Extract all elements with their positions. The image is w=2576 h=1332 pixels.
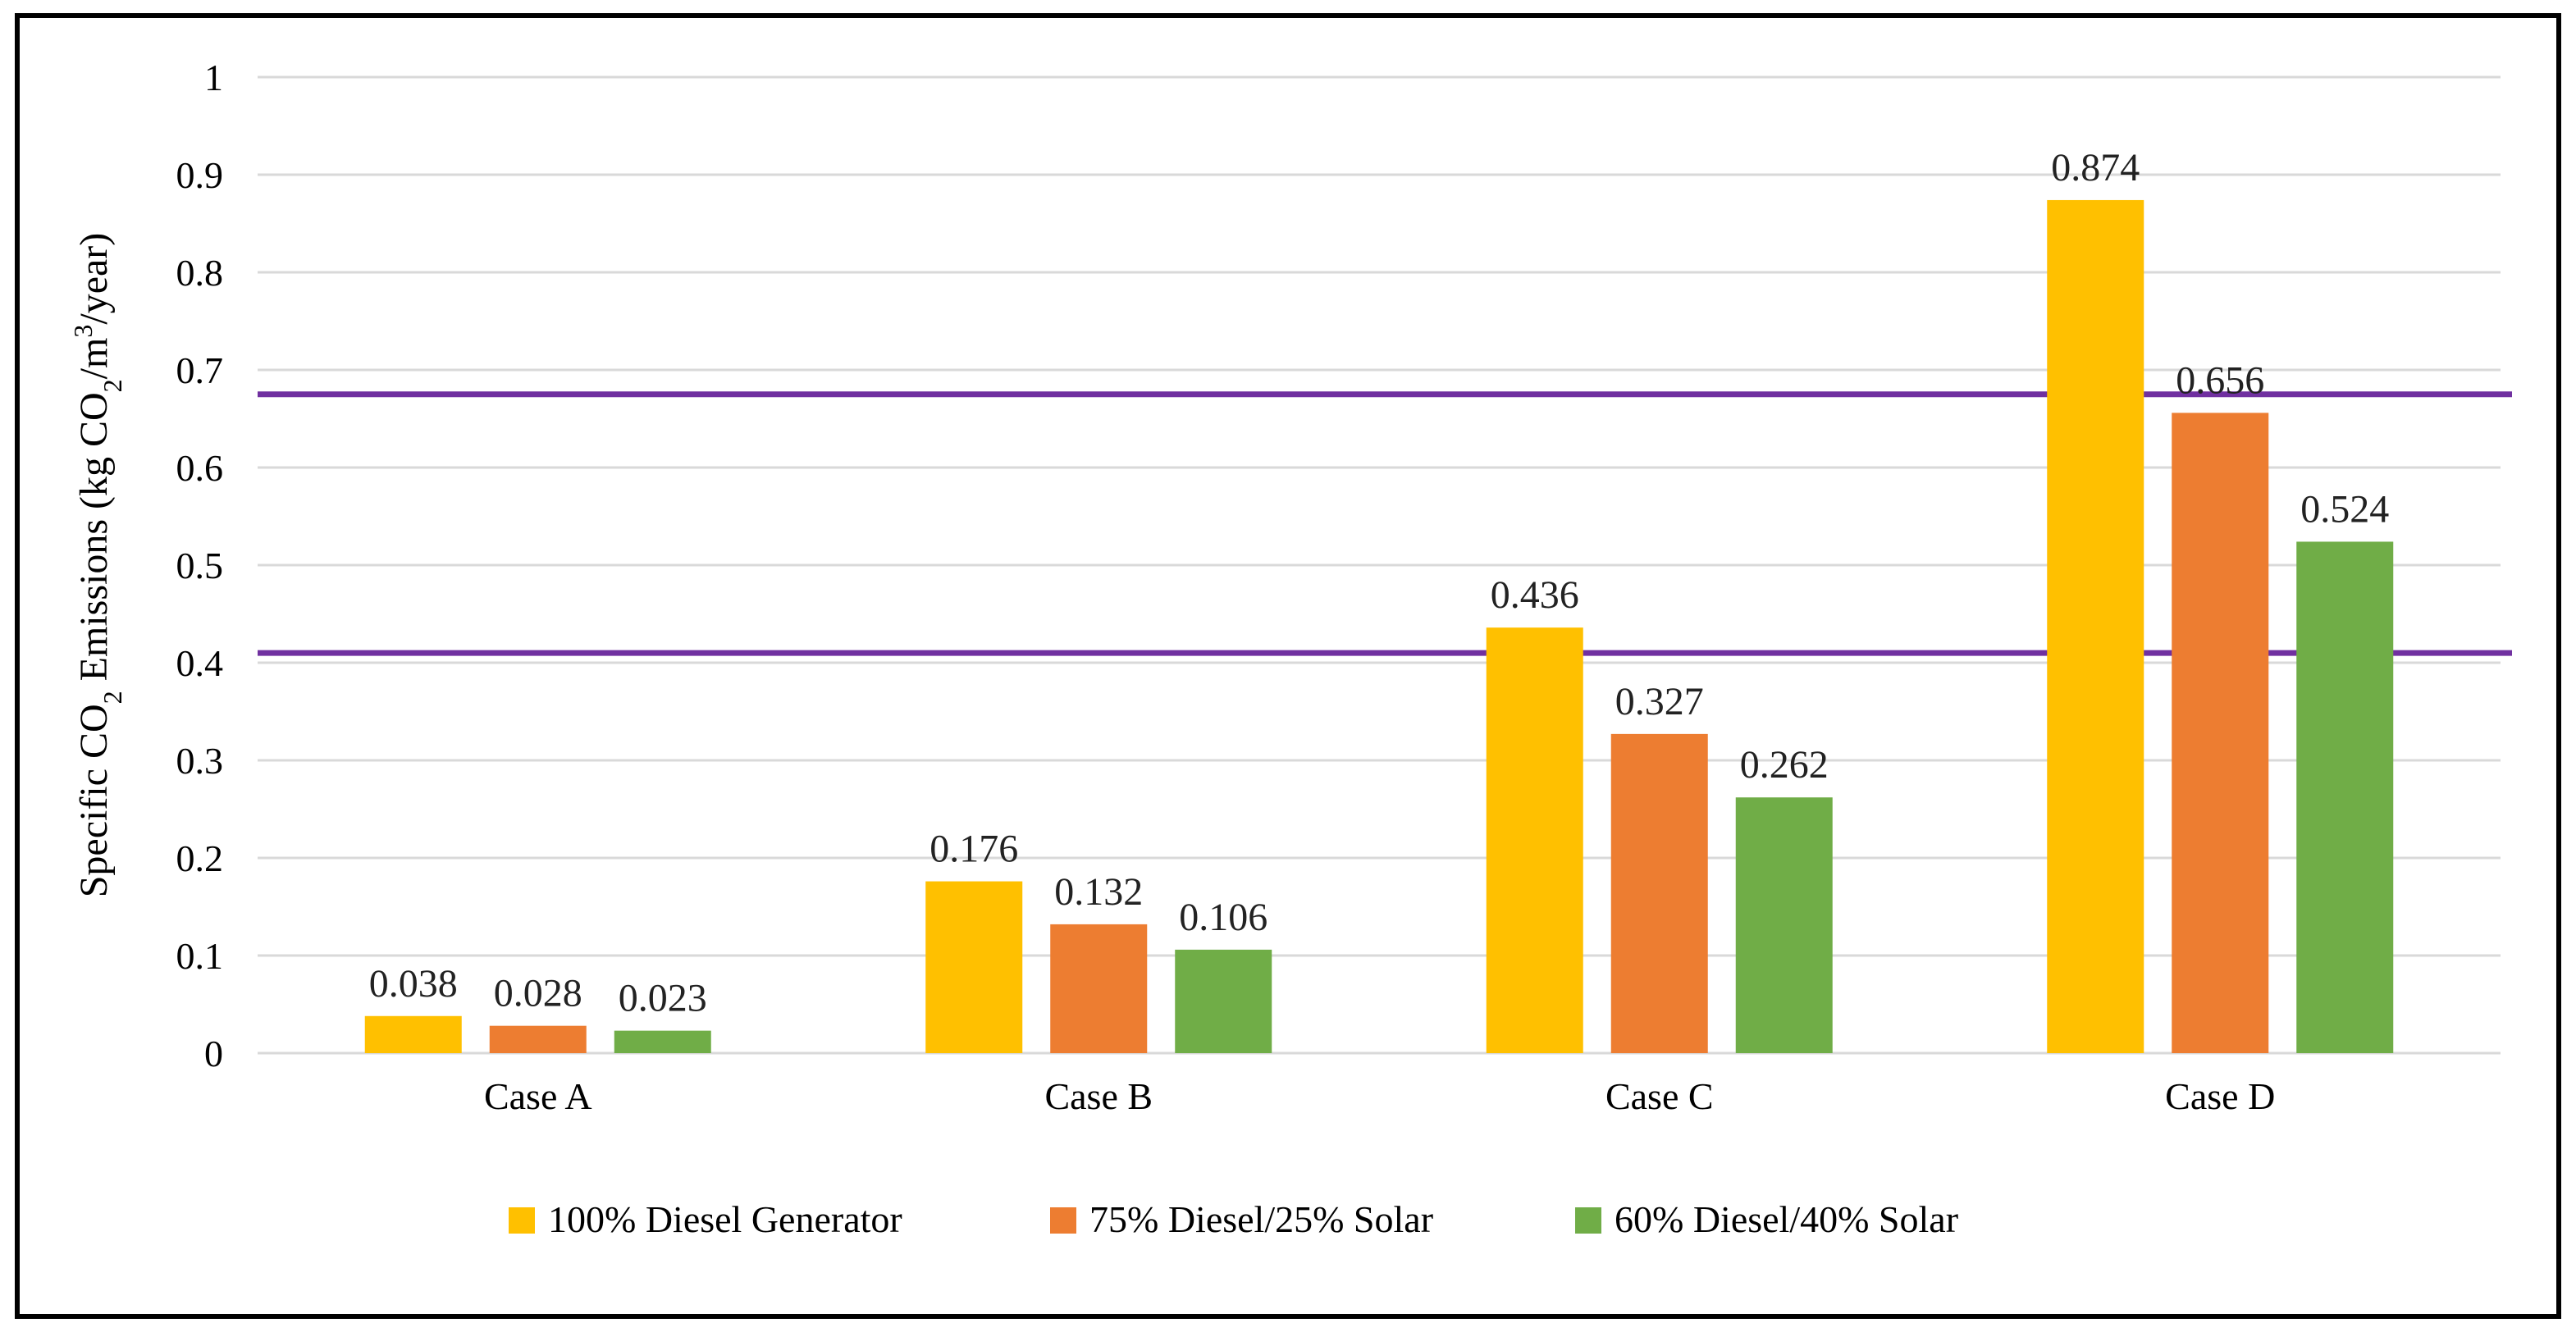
y-tick-label: 0: [204, 1033, 223, 1074]
data-label: 0.656: [2176, 358, 2264, 402]
x-tick-label: Case A: [484, 1075, 592, 1117]
legend: 100% Diesel Generator 75% Diesel/25% Sola…: [509, 1198, 1958, 1240]
data-label: 0.524: [2300, 487, 2389, 531]
bar: [2047, 199, 2144, 1054]
bar: [364, 1015, 462, 1053]
y-tick-label: 0.7: [176, 349, 224, 391]
legend-swatch: [1575, 1207, 1601, 1234]
bar: [1175, 949, 1272, 1053]
x-tick-label: Case C: [1605, 1075, 1714, 1117]
data-label: 0.023: [619, 977, 707, 1020]
data-label: 0.262: [1740, 743, 1829, 787]
y-tick-label: 0.4: [176, 642, 224, 684]
legend-label: 60% Diesel/40% Solar: [1615, 1198, 1958, 1240]
data-label: 0.176: [929, 828, 1018, 871]
data-label: 0.874: [2051, 146, 2140, 189]
data-label: 0.436: [1491, 573, 1579, 617]
data-label: 0.132: [1054, 870, 1143, 914]
bar: [2296, 541, 2394, 1053]
data-label: 0.106: [1179, 896, 1267, 939]
y-axis-ticks: 0 0.1 0.2 0.3 0.4 0.5 0.6 0.7 0.8 0.9 1: [176, 57, 224, 1074]
x-axis-ticks: Case A Case B Case C Case D: [484, 1075, 2275, 1117]
bar: [614, 1030, 711, 1053]
bar: [1735, 797, 1833, 1053]
y-tick-label: 1: [204, 57, 223, 98]
y-tick-label: 0.2: [176, 837, 224, 879]
legend-label: 100% Diesel Generator: [548, 1198, 902, 1240]
y-tick-label: 0.9: [176, 154, 224, 196]
y-tick-label: 0.6: [176, 447, 224, 489]
y-tick-label: 0.8: [176, 252, 224, 294]
legend-swatch: [1050, 1207, 1076, 1234]
bar: [1050, 924, 1148, 1053]
x-tick-label: Case B: [1044, 1075, 1153, 1117]
bar: [1486, 627, 1583, 1053]
bar-chart: 0.038 0.028 0.023 0.176 0.132 0.106 0.436 0.327…: [68, 57, 2512, 1240]
bars: [364, 199, 2394, 1054]
bar: [489, 1025, 587, 1053]
chart-frame: 0.038 0.028 0.023 0.176 0.132 0.106 0.436 0.327…: [15, 13, 2561, 1319]
y-tick-label: 0.5: [176, 545, 224, 586]
y-tick-label: 0.1: [176, 935, 224, 977]
y-tick-label: 0.3: [176, 740, 224, 782]
y-axis-title: Specific CO2 Emissions (kg CO2/m3/year): [68, 233, 127, 898]
legend-swatch: [509, 1207, 535, 1234]
data-label: 0.038: [369, 962, 458, 1006]
bar: [2172, 413, 2269, 1053]
gridlines: [258, 75, 2501, 1055]
bar: [1610, 733, 1708, 1053]
bar: [925, 881, 1023, 1053]
x-tick-label: Case D: [2165, 1075, 2275, 1117]
data-label: 0.028: [494, 972, 582, 1015]
data-label: 0.327: [1615, 680, 1704, 723]
legend-label: 75% Diesel/25% Solar: [1089, 1198, 1433, 1240]
data-labels: 0.038 0.028 0.023 0.176 0.132 0.106 0.436 0.327…: [369, 146, 2390, 1020]
